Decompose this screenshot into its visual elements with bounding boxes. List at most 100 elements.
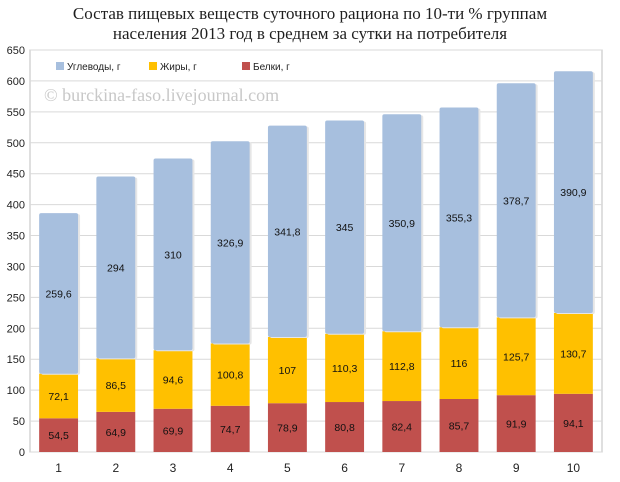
bar-segment <box>325 120 365 334</box>
y-axis: 0 50 100 150 200 250 300 350 400 450 500 550 600 650 <box>7 45 25 459</box>
x-tick-label: 3 <box>170 461 177 475</box>
bar-segment <box>153 158 193 351</box>
legend-item: Белки, г <box>242 62 290 73</box>
bar-segment <box>39 213 79 374</box>
watermark: © burckina-faso.livejournal.com <box>44 85 279 105</box>
legend-swatch <box>149 62 157 70</box>
y-tick-label: 50 <box>13 416 25 428</box>
chart-title: Состав пищевых веществ суточного рациона… <box>0 4 620 44</box>
bars: 54,5 72,1 259,6 64,9 86,5 294 69,9 94,6 310 74,7 1… <box>39 71 595 452</box>
data-label: 345 <box>336 222 354 234</box>
bar-segment <box>439 398 479 452</box>
bar-stack: 64,9 86,5 294 <box>96 176 138 452</box>
data-label: 86,5 <box>106 380 127 392</box>
bar-segment <box>96 358 136 412</box>
x-tick-label: 8 <box>456 461 463 475</box>
data-label: 82,4 <box>392 422 413 434</box>
data-label: 94,6 <box>163 375 184 387</box>
bar-segment <box>96 411 136 452</box>
bar-segment <box>382 331 422 402</box>
y-tick-label: 350 <box>7 231 25 243</box>
bar-stack: 91,9 125,7 378,7 <box>496 83 538 452</box>
x-tick-label: 1 <box>55 461 62 475</box>
data-label: 378,7 <box>503 195 529 207</box>
data-label: 310 <box>164 249 182 261</box>
data-label: 107 <box>279 365 297 377</box>
x-tick-label: 2 <box>112 461 119 475</box>
data-label: 259,6 <box>45 288 71 300</box>
data-label: 294 <box>107 262 125 274</box>
bar-segment <box>382 401 422 452</box>
data-label: 100,8 <box>217 370 243 382</box>
legend-label: Углеводы, г <box>67 62 121 73</box>
bar-segment <box>496 395 536 452</box>
bar-stack: 94,1 130,7 390,9 <box>553 71 595 452</box>
y-tick-label: 500 <box>7 138 25 150</box>
data-label: 91,9 <box>506 419 527 431</box>
bar-segment <box>325 402 365 452</box>
data-label: 72,1 <box>48 391 69 403</box>
legend-label: Белки, г <box>253 62 290 73</box>
bar-segment <box>267 125 307 338</box>
bar-segment <box>267 337 307 404</box>
x-tick-label: 9 <box>513 461 520 475</box>
bar-segment <box>553 393 593 452</box>
legend-item: Углеводы, г <box>56 62 121 73</box>
bar-segment <box>153 408 193 452</box>
data-label: 85,7 <box>449 420 470 432</box>
data-label: 130,7 <box>560 348 586 360</box>
y-tick-label: 250 <box>7 292 25 304</box>
data-label: 94,1 <box>563 418 584 430</box>
bar-stack: 54,5 72,1 259,6 <box>39 213 81 452</box>
data-label: 350,9 <box>389 218 415 230</box>
data-label: 341,8 <box>274 226 300 238</box>
legend-swatch <box>242 62 250 70</box>
bar-segment <box>39 373 79 419</box>
y-tick-label: 600 <box>7 76 25 88</box>
x-axis: 1 2 3 4 5 6 7 8 9 10 <box>55 461 580 475</box>
legend-label: Жиры, г <box>160 62 197 73</box>
y-tick-label: 150 <box>7 354 25 366</box>
y-tick-label: 200 <box>7 323 25 335</box>
data-label: 64,9 <box>106 427 127 439</box>
y-tick-label: 650 <box>7 45 25 57</box>
bar-segment <box>553 71 593 313</box>
legend: Углеводы, г Жиры, г Белки, г <box>56 62 290 73</box>
bar-segment <box>382 114 422 332</box>
data-label: 80,8 <box>334 422 355 434</box>
legend-item: Жиры, г <box>149 62 197 73</box>
y-tick-label: 450 <box>7 169 25 181</box>
bar-stack: 78,9 107 341,8 <box>267 125 309 452</box>
data-label: 125,7 <box>503 351 529 363</box>
x-tick-label: 10 <box>567 461 581 475</box>
data-label: 326,9 <box>217 237 243 249</box>
bar-segment <box>96 176 136 359</box>
bar-segment <box>439 107 479 328</box>
bar-stack: 85,7 116 355,3 <box>439 107 481 452</box>
y-tick-label: 0 <box>19 447 25 459</box>
chart-title-line2: населения 2013 год в среднем за сутки на… <box>112 24 508 43</box>
bar-segment <box>439 327 479 399</box>
x-tick-label: 4 <box>227 461 234 475</box>
bar-segment <box>496 83 536 318</box>
data-label: 74,7 <box>220 424 241 436</box>
data-label: 390,9 <box>560 187 586 199</box>
data-label: 78,9 <box>277 423 298 435</box>
bar-segment <box>496 317 536 396</box>
bar-stack: 80,8 110,3 345 <box>325 120 367 452</box>
y-tick-label: 550 <box>7 107 25 119</box>
data-label: 110,3 <box>332 363 358 375</box>
bar-stack: 69,9 94,6 310 <box>153 158 195 452</box>
bar-segment <box>210 141 250 344</box>
x-tick-label: 6 <box>341 461 348 475</box>
bar-segment <box>210 405 250 452</box>
data-label: 54,5 <box>48 430 69 442</box>
x-tick-label: 7 <box>398 461 405 475</box>
data-label: 355,3 <box>446 212 472 224</box>
bar-segment <box>210 343 250 406</box>
bar-segment <box>39 418 79 452</box>
legend-swatch <box>56 62 64 70</box>
bar-segment <box>325 333 365 403</box>
bar-segment <box>553 312 593 394</box>
